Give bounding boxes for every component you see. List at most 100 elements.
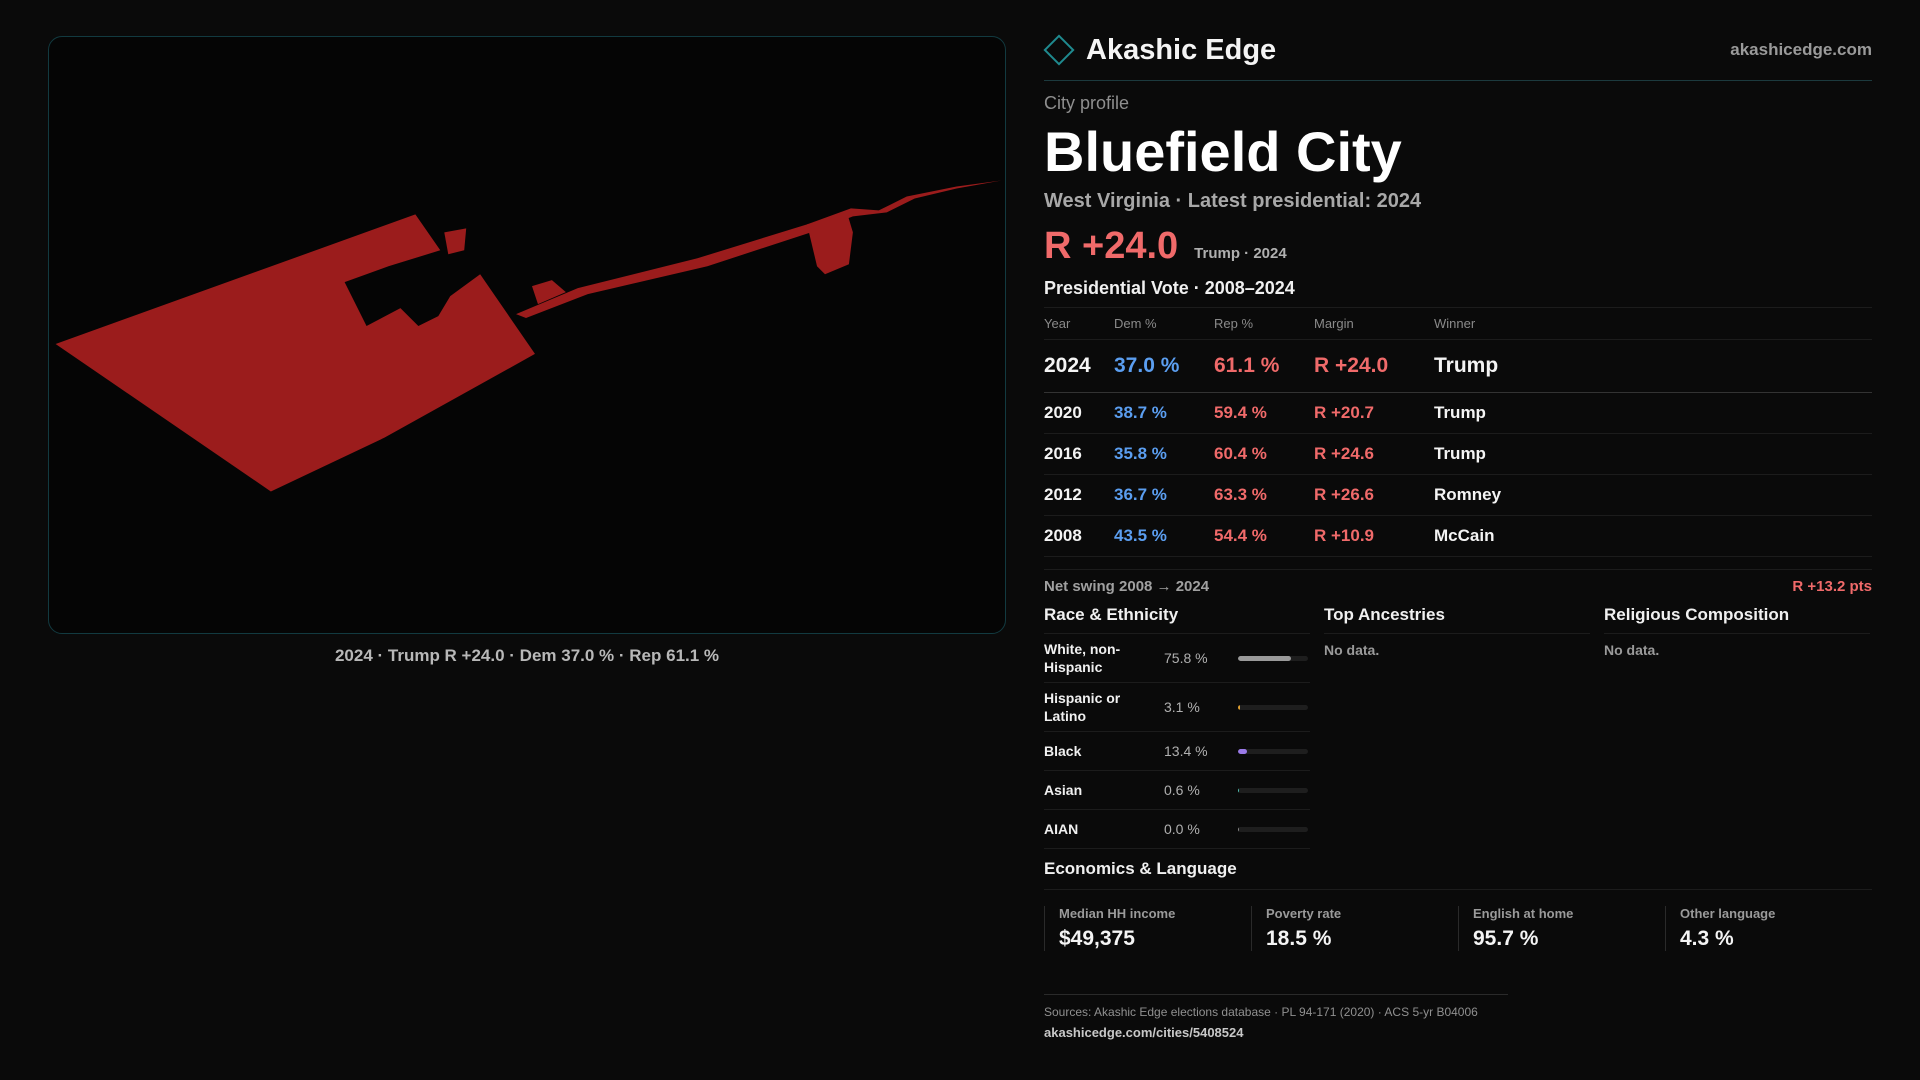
race-list: White, non-Hispanic 75.8 % Hispanic or Lat…: [1044, 634, 1310, 849]
econ-value: 18.5 %: [1266, 927, 1332, 950]
table-header-row: Year Dem % Rep % Margin Winner: [1044, 307, 1872, 340]
race-bar: [1238, 826, 1308, 832]
race-percent: 0.6 %: [1164, 782, 1200, 798]
race-row: Hispanic or Latino 3.1 %: [1044, 683, 1310, 732]
cell-margin: R +20.7: [1314, 392, 1434, 434]
race-label: AIAN: [1044, 821, 1079, 837]
race-bar: [1238, 655, 1308, 661]
cell-year: 2024: [1044, 339, 1114, 393]
cell-winner: Romney: [1434, 474, 1872, 516]
city-boundary-shape: [55, 214, 535, 492]
race-bar: [1238, 787, 1308, 793]
race-bar: [1238, 704, 1308, 710]
margin-value: R +24.0: [1044, 225, 1179, 267]
map-caption: 2024 · Trump R +24.0 · Dem 37.0 % · Rep …: [334, 646, 720, 665]
cell-year: 2012: [1044, 474, 1114, 516]
econ-label: Other language: [1680, 906, 1776, 921]
race-label: White, non-Hispanic: [1044, 641, 1121, 675]
cell-rep: 63.3 %: [1214, 474, 1314, 516]
site-domain-link[interactable]: akashicedge.com: [1730, 40, 1872, 59]
eyebrow: City profile: [1044, 93, 1130, 113]
page-url-link[interactable]: akashicedge.com/cities/5408524: [1044, 1025, 1244, 1040]
city-boundary-shape: [444, 228, 467, 255]
race-percent: 3.1 %: [1164, 699, 1200, 715]
profile-panel: Akashic Edge akashicedge.com City profil…: [1043, 30, 1872, 951]
cell-dem: 37.0 %: [1114, 339, 1214, 393]
city-map[interactable]: [48, 36, 1006, 634]
race-percent: 0.0 %: [1164, 821, 1200, 837]
econ-cell-poverty: Poverty rate 18.5 %: [1251, 906, 1444, 951]
cell-year: 2016: [1044, 433, 1114, 475]
race-bar: [1238, 748, 1308, 754]
race-section-title: Race & Ethnicity: [1044, 605, 1310, 634]
column-header-margin: Margin: [1314, 307, 1434, 340]
column-header-rep: Rep %: [1214, 307, 1314, 340]
religion-section: Religious Composition No data.: [1604, 605, 1870, 849]
table-row: 2012 36.7 % 63.3 % R +26.6 Romney: [1044, 474, 1872, 516]
econ-cell-income: Median HH income $49,375: [1044, 906, 1237, 951]
city-boundary-map: [55, 180, 1002, 492]
race-bar-fill: [1238, 826, 1239, 832]
race-label: Asian: [1044, 782, 1083, 798]
cell-year: 2020: [1044, 392, 1114, 434]
ancestries-empty: No data.: [1324, 642, 1380, 658]
table-row: 2016 35.8 % 60.4 % R +24.6 Trump: [1044, 433, 1872, 475]
ancestries-title: Top Ancestries: [1324, 605, 1590, 634]
econ-cell-other-language: Other language 4.3 %: [1665, 906, 1858, 951]
brand-header: Akashic Edge akashicedge.com: [1043, 30, 1872, 81]
net-swing-value: R +13.2 pts: [1792, 578, 1872, 595]
column-header-year: Year: [1044, 307, 1114, 340]
cell-rep: 59.4 %: [1214, 392, 1314, 434]
race-label: Hispanic or Latino: [1044, 690, 1121, 724]
city-boundary-shape: [516, 180, 1002, 319]
econ-label: English at home: [1473, 906, 1574, 921]
sources-text: Sources: Akashic Edge elections database…: [1044, 1005, 1478, 1019]
page-subtitle: West Virginia · Latest presidential: 202…: [1044, 190, 1422, 212]
econ-value: $49,375: [1059, 927, 1135, 950]
brand[interactable]: Akashic Edge: [1043, 33, 1277, 67]
econ-value: 4.3 %: [1680, 927, 1734, 950]
race-bar-fill: [1238, 787, 1240, 793]
race-bar-fill: [1238, 704, 1241, 710]
cell-dem: 35.8 %: [1114, 433, 1214, 475]
cell-rep: 61.1 %: [1214, 339, 1314, 393]
table-row: 2008 43.5 % 54.4 % R +10.9 McCain: [1044, 515, 1872, 557]
econ-value: 95.7 %: [1473, 927, 1539, 950]
econ-label: Median HH income: [1059, 906, 1176, 921]
cell-dem: 38.7 %: [1114, 392, 1214, 434]
race-label: Black: [1044, 743, 1082, 759]
votes-table: Year Dem % Rep % Margin Winner 2024 37.0…: [1044, 307, 1872, 557]
column-header-dem: Dem %: [1114, 307, 1214, 340]
cell-year: 2008: [1044, 515, 1114, 557]
cell-winner: Trump: [1434, 433, 1872, 475]
brand-name: Akashic Edge: [1086, 33, 1277, 66]
race-row: White, non-Hispanic 75.8 %: [1044, 634, 1310, 683]
cell-dem: 36.7 %: [1114, 474, 1214, 516]
ancestries-section: Top Ancestries No data.: [1324, 605, 1590, 849]
votes-section-title: Presidential Vote · 2008–2024: [1044, 278, 1295, 298]
city-boundary-shape: [807, 212, 853, 275]
column-header-winner: Winner: [1434, 307, 1872, 340]
race-row: Black 13.4 %: [1044, 732, 1310, 771]
race-bar-fill: [1238, 655, 1292, 661]
econ-cell-english: English at home 95.7 %: [1458, 906, 1651, 951]
econ-label: Poverty rate: [1266, 906, 1342, 921]
cell-dem: 43.5 %: [1114, 515, 1214, 557]
race-percent: 13.4 %: [1164, 743, 1208, 759]
race-percent: 75.8 %: [1164, 650, 1208, 666]
religion-empty: No data.: [1604, 642, 1660, 658]
table-row: 2024 37.0 % 61.1 % R +24.0 Trump: [1044, 339, 1872, 393]
margin-note: Trump · 2024: [1194, 245, 1287, 262]
economics-section-title: Economics & Language: [1044, 859, 1872, 890]
headline-margin: R +24.0 Trump · 2024: [1044, 225, 1872, 268]
cell-rep: 54.4 %: [1214, 515, 1314, 557]
race-row: Asian 0.6 %: [1044, 771, 1310, 810]
race-bar-fill: [1238, 748, 1248, 754]
race-ethnicity-section: Race & Ethnicity White, non-Hispanic 75.8…: [1044, 605, 1310, 849]
net-swing: Net swing 2008 → 2024 R +13.2 pts: [1044, 569, 1872, 595]
footer: Sources: Akashic Edge elections database…: [1044, 994, 1508, 1040]
cell-margin: R +24.0: [1314, 339, 1434, 393]
race-row: AIAN 0.0 %: [1044, 810, 1310, 849]
cell-winner: McCain: [1434, 515, 1872, 557]
cell-margin: R +24.6: [1314, 433, 1434, 475]
